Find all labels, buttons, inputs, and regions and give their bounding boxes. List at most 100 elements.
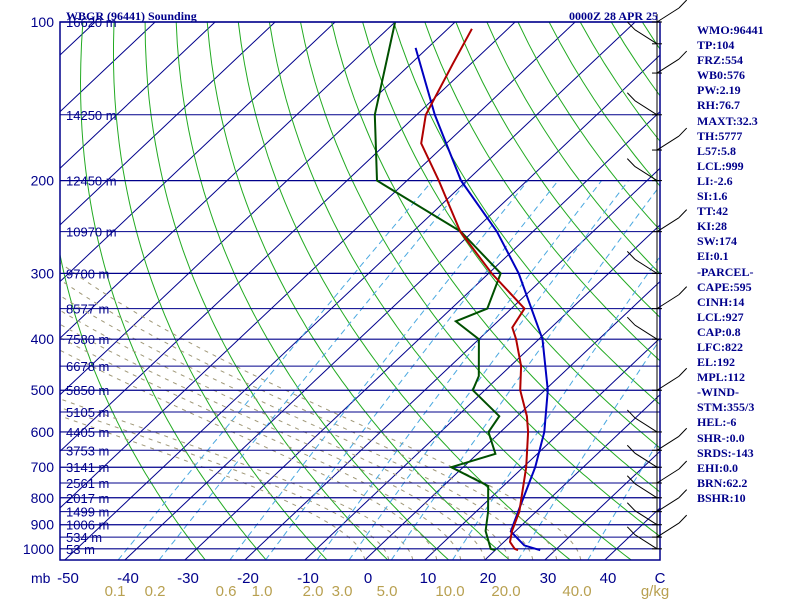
- dry-adiabat-line: [60, 252, 206, 560]
- height-label: 5850 m: [66, 383, 109, 398]
- pressure-tick-label: 600: [31, 424, 55, 440]
- mixing-ratio-line: [265, 180, 559, 560]
- index-entry: SI:1.6: [697, 189, 728, 204]
- index-entry: HEL:-6: [697, 415, 737, 430]
- height-label: 9700 m: [66, 266, 109, 281]
- wind-barb: [634, 417, 658, 433]
- index-entry: LCL:927: [697, 309, 744, 324]
- wind-barb-flag: [626, 92, 636, 102]
- wind-barb-flag: [678, 427, 688, 437]
- wind-barb: [656, 217, 680, 233]
- height-label: 7580 m: [66, 332, 109, 347]
- wind-barb-flag: [678, 489, 688, 498]
- index-entry: CAP:0.8: [697, 324, 741, 339]
- index-entry: LI:-2.6: [697, 173, 733, 188]
- index-entry: MPL:112: [697, 370, 745, 385]
- wind-barb: [634, 483, 658, 499]
- temperature-tick-label: 20: [480, 570, 497, 587]
- temperature-tick-label: 10: [420, 570, 437, 587]
- wind-barb-flag: [678, 286, 688, 295]
- isotherm-line: [60, 22, 516, 453]
- temperature-tick-label: 30: [540, 570, 557, 587]
- wind-barb-flag: [678, 367, 688, 377]
- wind-barb: [634, 100, 658, 116]
- temperature-tick-label: 40: [600, 570, 617, 587]
- temperature-tick-label: -10: [297, 570, 319, 587]
- dry-adiabat-line: [206, 22, 510, 560]
- isotherm-line: [64, 22, 636, 560]
- dry-adiabat-line: [144, 22, 389, 560]
- dry-adiabat-line: [175, 22, 450, 560]
- height-label: 2017 m: [66, 491, 109, 506]
- isotherm-line: [0, 22, 35, 560]
- wind-barb: [634, 534, 658, 550]
- temperature-tick-label: -50: [57, 570, 79, 587]
- wind-barb: [656, 58, 680, 74]
- station-title: WBGR (96441) Sounding: [66, 9, 197, 23]
- isotherm-line: [544, 450, 660, 560]
- wind-barb-flag: [678, 460, 688, 470]
- index-entry: SW:174: [697, 234, 738, 249]
- isotherm-line: [184, 111, 660, 560]
- isotherm-line: [60, 22, 216, 170]
- isotherm-line: [60, 22, 576, 509]
- pressure-tick-label: 100: [31, 14, 55, 30]
- mixing-ratio-tick-label: 40.0: [562, 583, 591, 600]
- height-label: 534 m: [66, 530, 102, 545]
- wind-barb: [656, 135, 680, 151]
- wind-barb-flag: [678, 209, 688, 218]
- mixing-ratio-line: [517, 338, 660, 560]
- moist-adiabat-line: [60, 295, 534, 560]
- parcel-profile-line: [414, 47, 549, 552]
- height-label: 5105 m: [66, 405, 109, 420]
- dewpoint-profile-line: [373, 22, 502, 552]
- pressure-tick-label: 500: [31, 382, 55, 398]
- plot-frame: [59, 21, 661, 561]
- dry-adiabat-line: [331, 22, 660, 493]
- wind-barb-flag: [678, 50, 688, 60]
- mixing-ratio-tick-label: 0.1: [105, 583, 126, 600]
- isotherm-line: [424, 337, 660, 560]
- wind-barb-flag: [626, 444, 636, 454]
- mixing-ratio-line: [348, 180, 629, 560]
- index-entry: LFC:822: [697, 339, 743, 354]
- pressure-tick-label: 900: [31, 517, 55, 533]
- dry-adiabat-line: [455, 22, 660, 318]
- index-entry: FRZ:554: [697, 53, 743, 68]
- wind-barb-flag: [678, 127, 688, 137]
- wind-barb-flag: [626, 409, 636, 419]
- height-label: 3753 m: [66, 443, 109, 458]
- dry-adiabat-line: [79, 22, 267, 560]
- wind-barb: [634, 166, 658, 182]
- isotherm-line: [124, 54, 660, 560]
- pressure-tick-label: 300: [31, 265, 55, 281]
- temperature-tick-label: 0: [364, 570, 372, 587]
- temperature-tick-label: -40: [117, 570, 139, 587]
- moist-adiabat-line: [60, 262, 582, 560]
- dry-adiabat-line: [237, 22, 571, 560]
- index-entry: SHR-:0.0: [697, 430, 745, 445]
- wind-barb: [656, 522, 680, 538]
- index-entry: MAXT:32.3: [697, 113, 758, 128]
- index-entry: LCL:999: [697, 158, 744, 173]
- moist-adiabat-line: [60, 415, 366, 560]
- mixing-ratio-tick-label: 10.0: [435, 583, 464, 600]
- pressure-unit-label: mb: [31, 570, 51, 586]
- isobar-layer: [60, 21, 660, 550]
- wind-barb: [656, 7, 680, 23]
- index-entry: -PARCEL-: [697, 264, 754, 279]
- time-title: 0000Z 28 APR 25: [569, 9, 658, 23]
- wind-barb: [634, 324, 658, 340]
- wind-barb: [656, 468, 680, 484]
- index-entry: RH:76.7: [697, 98, 740, 113]
- wind-barb-flag: [626, 526, 636, 536]
- temperature-tick-label: C: [655, 570, 666, 587]
- isotherm-line: [60, 22, 396, 339]
- temperature-tick-label: -20: [237, 570, 259, 587]
- mixing-ratio-tick-label: 1.0: [252, 583, 273, 600]
- index-entry: BSHR:10: [697, 490, 746, 505]
- index-entry: EI:0.1: [697, 249, 729, 264]
- index-entry: CAPE:595: [697, 279, 752, 294]
- index-entry: BRN:62.2: [697, 475, 748, 490]
- dry-adiabat-line: [362, 22, 660, 449]
